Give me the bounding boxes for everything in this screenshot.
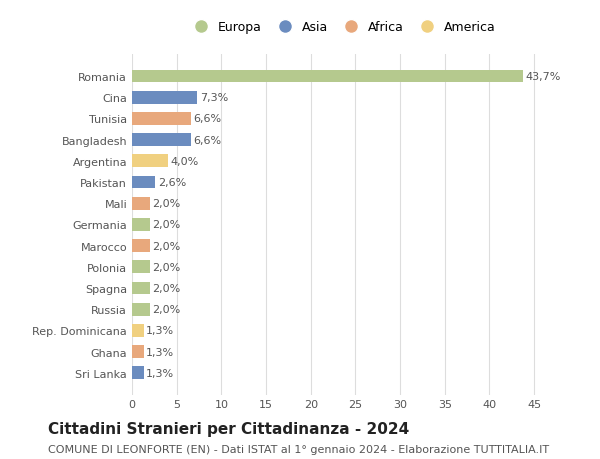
Text: COMUNE DI LEONFORTE (EN) - Dati ISTAT al 1° gennaio 2024 - Elaborazione TUTTITAL: COMUNE DI LEONFORTE (EN) - Dati ISTAT al… (48, 444, 549, 454)
Bar (132, 218, 150, 231)
Bar (132, 282, 150, 295)
Text: Cittadini Stranieri per Cittadinanza - 2024: Cittadini Stranieri per Cittadinanza - 2… (48, 421, 409, 436)
Bar (132, 134, 191, 147)
Legend: Europa, Asia, Africa, America: Europa, Asia, Africa, America (184, 17, 500, 38)
Bar (132, 367, 143, 379)
Text: 1,3%: 1,3% (146, 368, 175, 378)
Text: 2,0%: 2,0% (152, 262, 181, 272)
Bar (132, 261, 150, 274)
Bar (132, 240, 150, 252)
Text: 2,0%: 2,0% (152, 220, 181, 230)
Text: 4,0%: 4,0% (170, 157, 199, 167)
Bar (132, 197, 150, 210)
Bar (132, 92, 197, 104)
Text: 6,6%: 6,6% (194, 135, 222, 146)
Bar (132, 303, 150, 316)
Bar (132, 325, 143, 337)
Text: 7,3%: 7,3% (200, 93, 228, 103)
Text: 2,0%: 2,0% (152, 283, 181, 293)
Text: 1,3%: 1,3% (146, 347, 175, 357)
Bar (132, 113, 191, 125)
Text: 2,6%: 2,6% (158, 178, 186, 188)
Text: 1,3%: 1,3% (146, 326, 175, 336)
Text: 2,0%: 2,0% (152, 199, 181, 209)
Bar (132, 71, 523, 83)
Bar (132, 346, 143, 358)
Text: 43,7%: 43,7% (525, 72, 560, 82)
Bar (132, 155, 168, 168)
Text: 2,0%: 2,0% (152, 241, 181, 251)
Text: 2,0%: 2,0% (152, 304, 181, 314)
Text: 6,6%: 6,6% (194, 114, 222, 124)
Bar (132, 176, 155, 189)
